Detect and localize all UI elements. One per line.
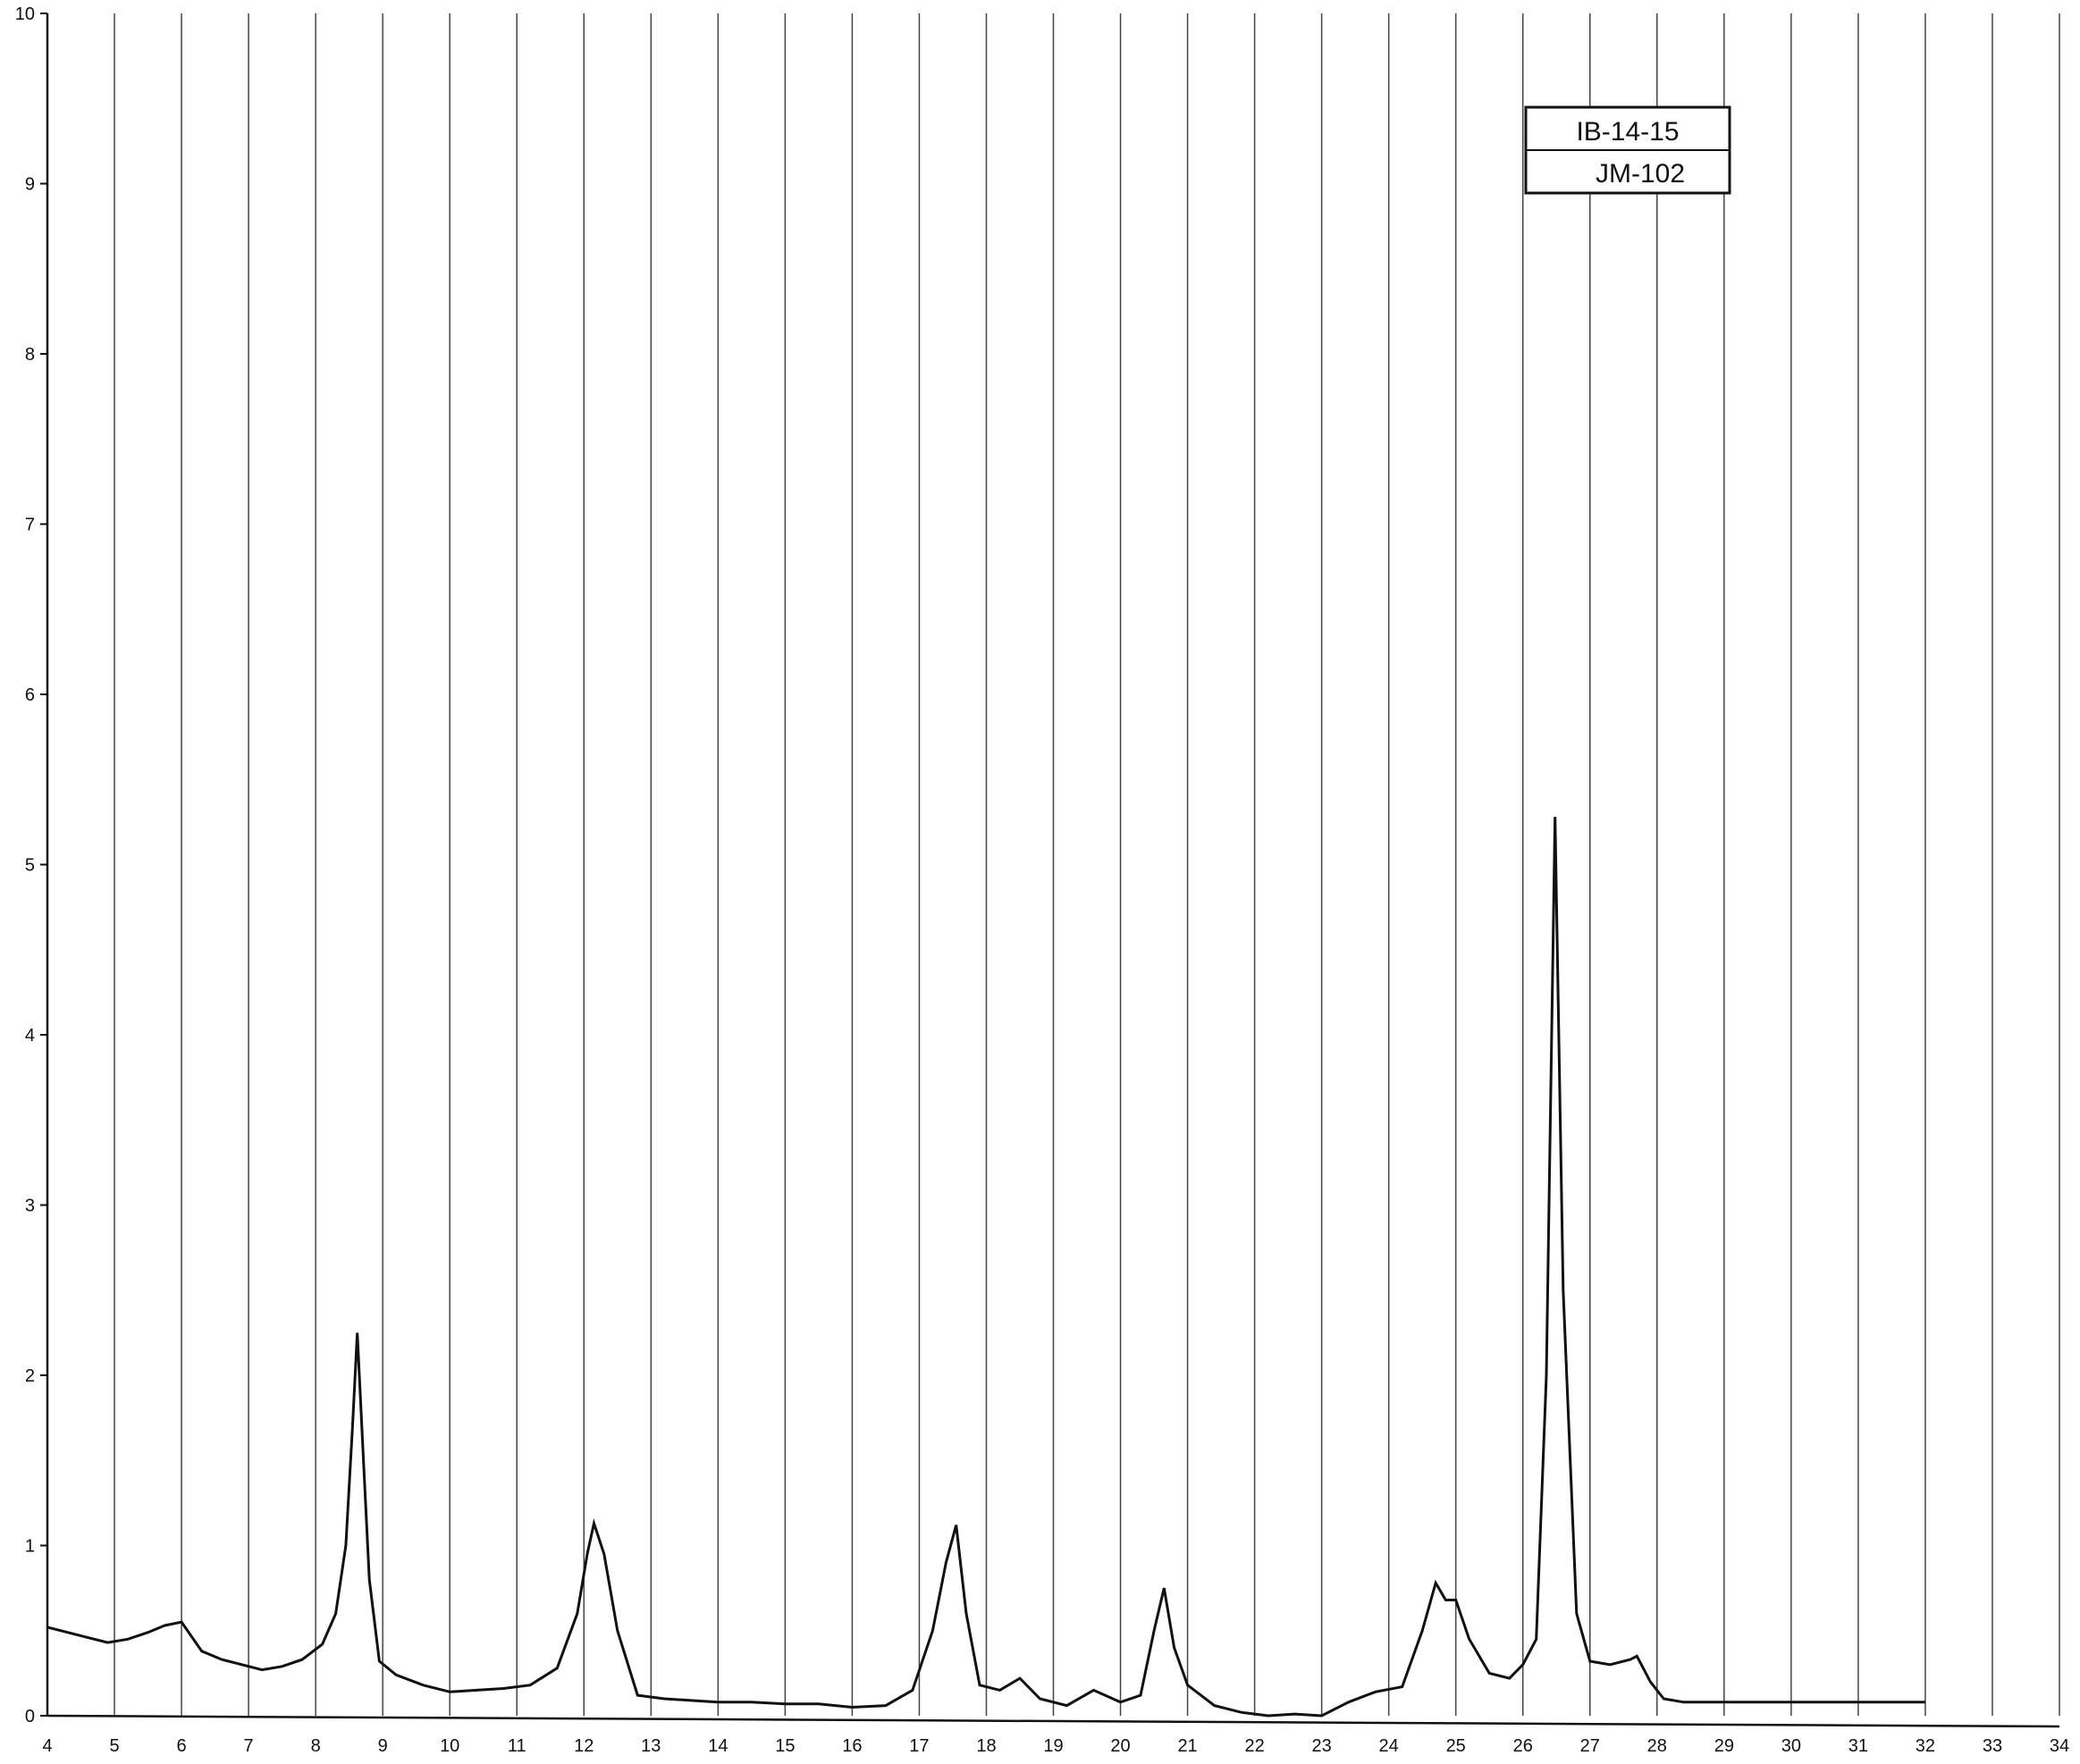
y-tick-label: 0 bbox=[25, 1707, 35, 1726]
x-tick-label: 8 bbox=[311, 1736, 321, 1756]
x-tick-label: 5 bbox=[109, 1736, 119, 1756]
x-tick-label: 34 bbox=[2050, 1736, 2069, 1756]
x-tick-label: 32 bbox=[1916, 1736, 1935, 1756]
x-tick-label: 7 bbox=[244, 1736, 254, 1756]
x-tick-label: 17 bbox=[909, 1736, 929, 1756]
x-tick-label: 22 bbox=[1244, 1736, 1264, 1756]
x-tick-label: 15 bbox=[775, 1736, 795, 1756]
label-box-line2: JM-102 bbox=[1596, 159, 1685, 189]
x-tick-label: 21 bbox=[1177, 1736, 1197, 1756]
x-tick-label: 23 bbox=[1312, 1736, 1332, 1756]
y-tick-label: 10 bbox=[15, 4, 35, 24]
x-tick-label: 14 bbox=[708, 1736, 728, 1756]
x-tick-label: 11 bbox=[508, 1736, 526, 1756]
x-tick-label: 33 bbox=[1983, 1736, 2002, 1756]
x-tick-label: 20 bbox=[1110, 1736, 1130, 1756]
x-tick-label: 26 bbox=[1513, 1736, 1533, 1756]
x-tick-label: 9 bbox=[378, 1736, 388, 1756]
y-tick-label: 5 bbox=[25, 856, 35, 876]
x-tick-label: 30 bbox=[1781, 1736, 1801, 1756]
x-axis bbox=[46, 1714, 2060, 1728]
series-line bbox=[46, 817, 1925, 1718]
x-tick-label: 6 bbox=[177, 1736, 187, 1756]
y-tick-label: 8 bbox=[25, 345, 35, 365]
x-tick-label: 19 bbox=[1043, 1736, 1063, 1756]
x-tick-label: 29 bbox=[1714, 1736, 1734, 1756]
x-tick-label: 24 bbox=[1379, 1736, 1399, 1756]
y-tick-label: 7 bbox=[25, 516, 35, 535]
label-box-line1: IB-14-15 bbox=[1576, 117, 1679, 147]
x-tick-label: 10 bbox=[440, 1736, 459, 1756]
y-tick-label: 6 bbox=[25, 685, 35, 705]
y-tick-labels: 0 1 2 3 4 5 6 7 8 9 10 bbox=[15, 4, 35, 1726]
x-tick-label: 18 bbox=[976, 1736, 996, 1756]
y-tick-label: 4 bbox=[25, 1026, 35, 1046]
y-tick-label: 1 bbox=[25, 1537, 35, 1557]
y-tick-label: 3 bbox=[25, 1197, 35, 1216]
x-tick-label: 16 bbox=[842, 1736, 862, 1756]
x-tick-label: 25 bbox=[1446, 1736, 1466, 1756]
x-tick-label: 28 bbox=[1647, 1736, 1667, 1756]
x-tick-label: 27 bbox=[1580, 1736, 1600, 1756]
y-tick-label: 2 bbox=[25, 1366, 35, 1386]
x-tick-labels: 4 5 6 7 8 9 10 11 12 13 14 15 16 17 18 19 20 21 22 23 24 25 26… bbox=[42, 1736, 2069, 1756]
x-tick-label: 4 bbox=[42, 1736, 52, 1756]
vertical-grid bbox=[46, 13, 2060, 1716]
y-tick-label: 9 bbox=[25, 175, 35, 195]
x-tick-label: 12 bbox=[574, 1736, 594, 1756]
x-tick-label: 13 bbox=[641, 1736, 661, 1756]
sample-label-box: IB-14-15 JM-102 bbox=[1524, 105, 1731, 195]
x-tick-label: 31 bbox=[1848, 1736, 1868, 1756]
axes bbox=[40, 13, 2060, 1728]
